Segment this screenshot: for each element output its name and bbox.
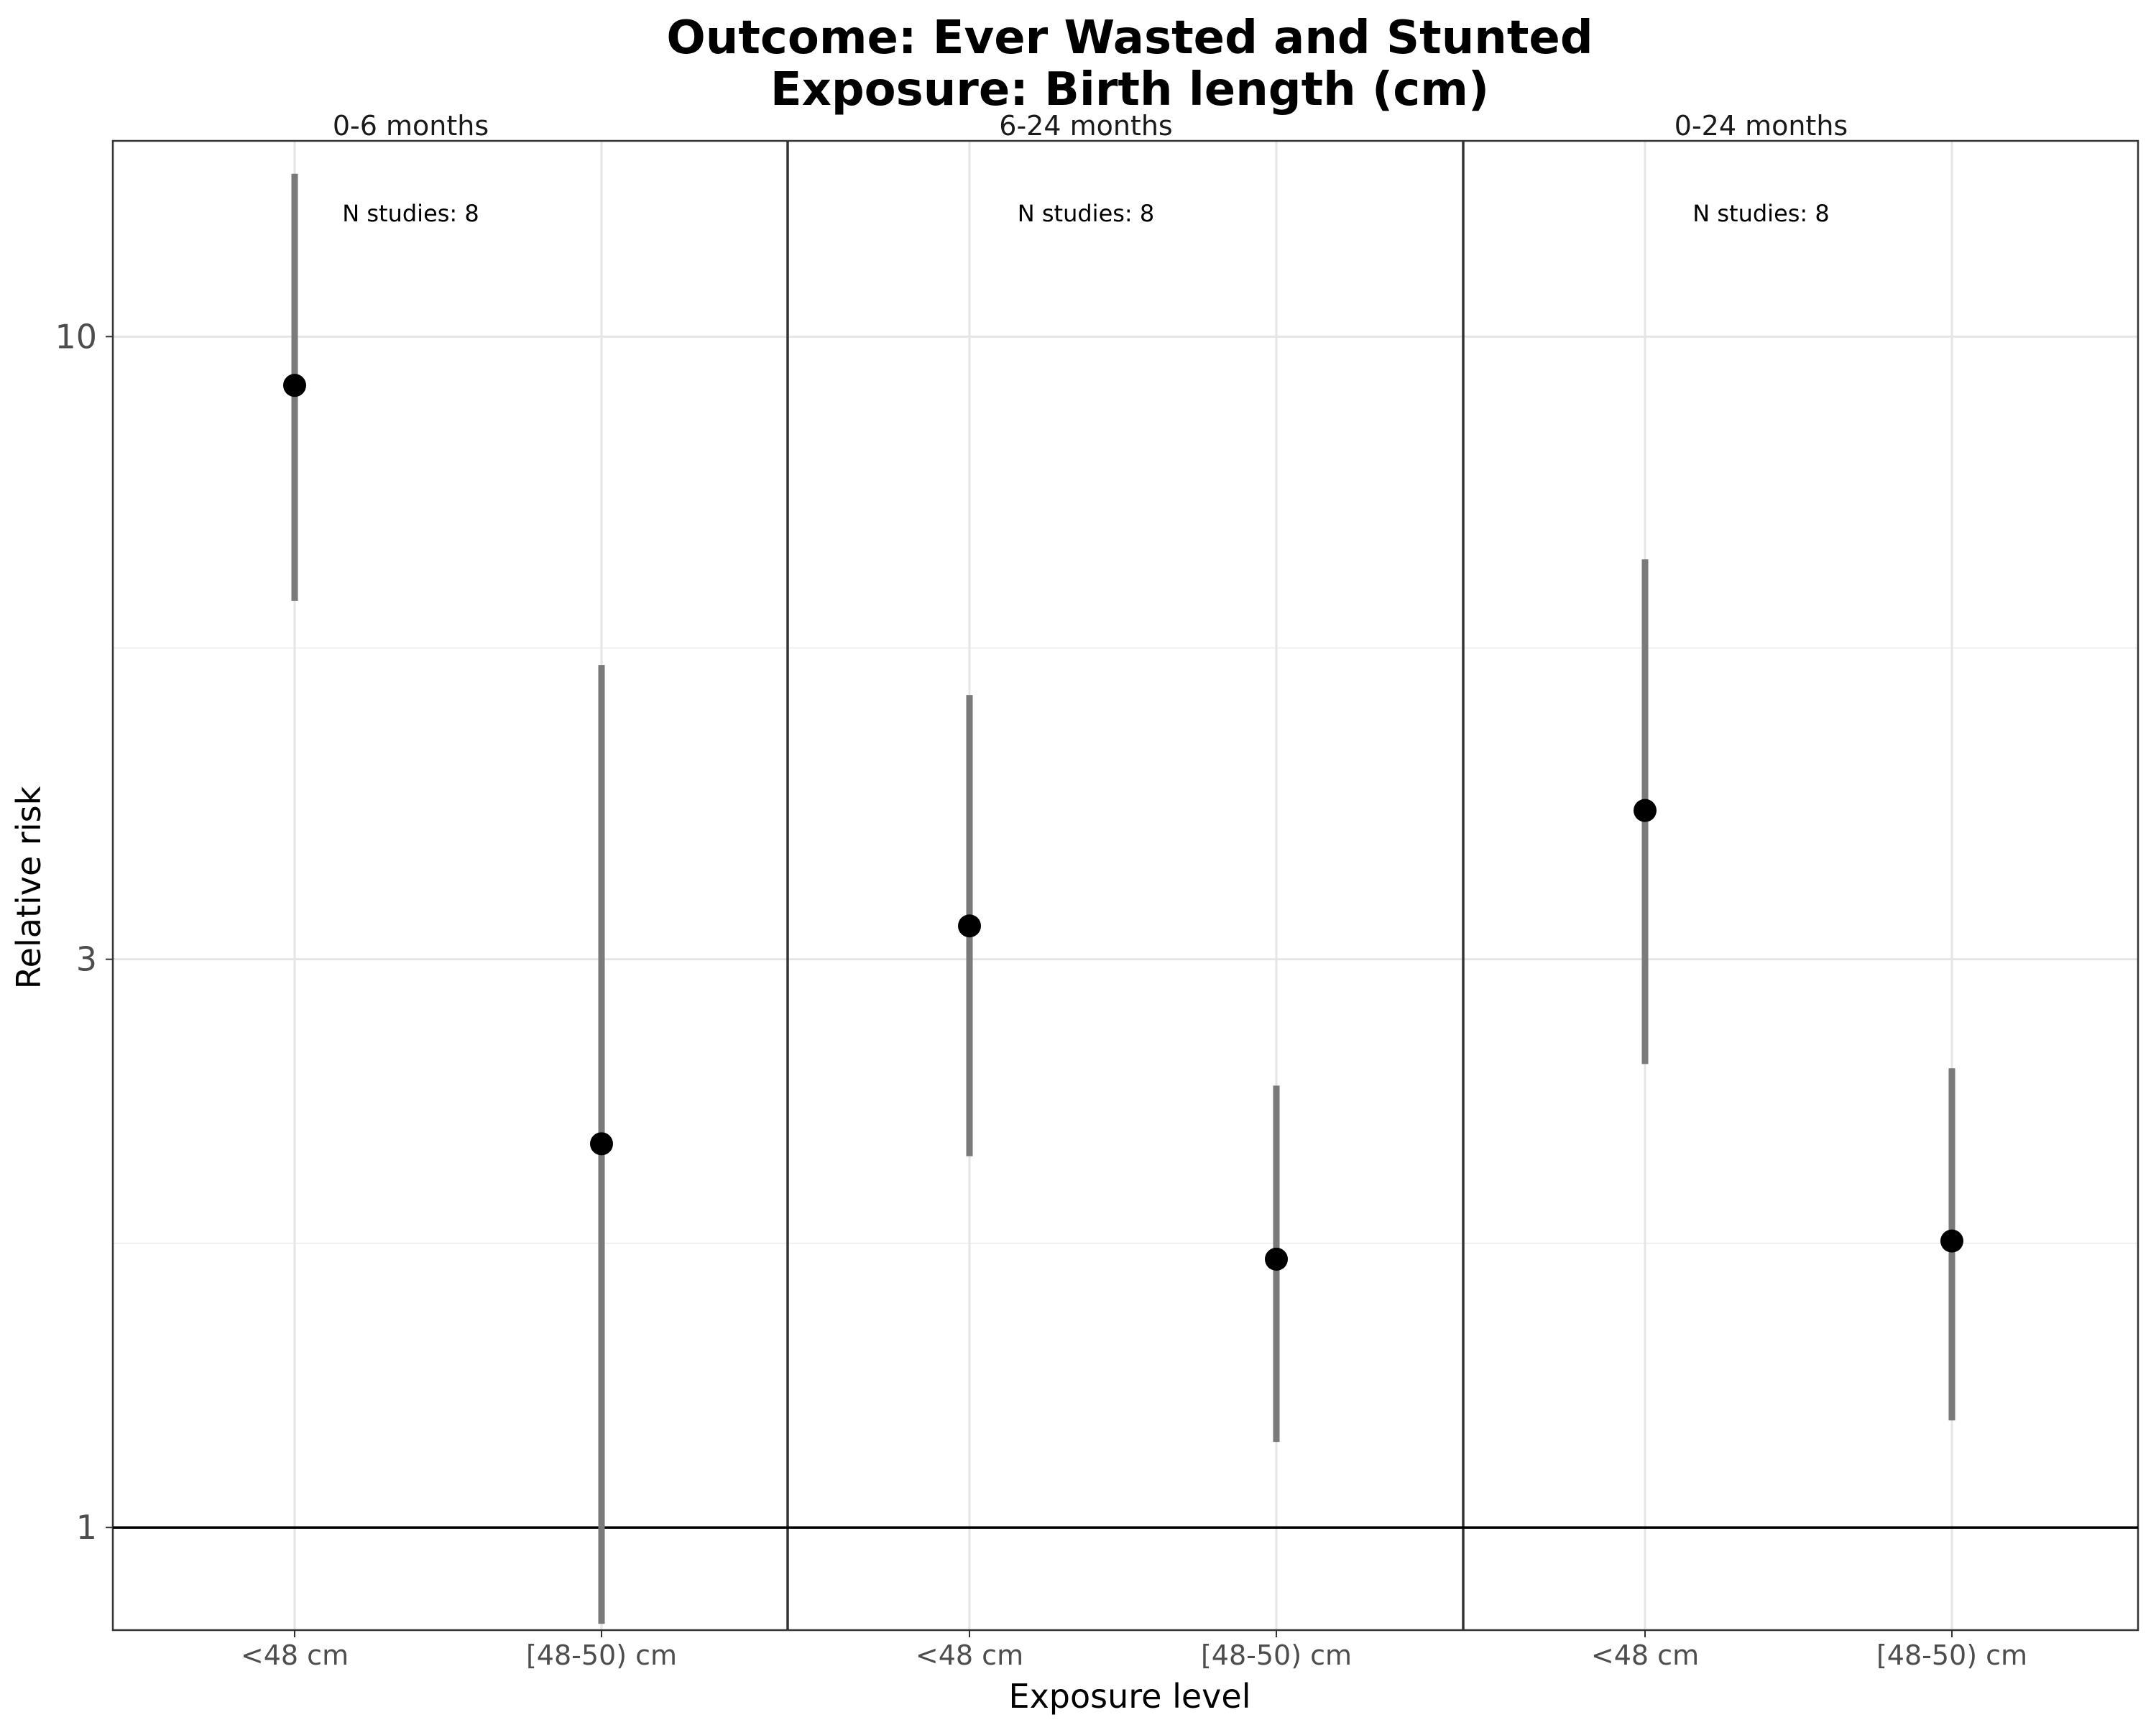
point-estimate — [283, 374, 306, 397]
y-axis-title: Relative risk — [9, 786, 48, 989]
y-tick-label: 3 — [76, 940, 97, 979]
point-estimate — [1265, 1247, 1288, 1271]
panel-label: 0-6 months — [333, 110, 489, 142]
x-tick-label: [48-50) cm — [526, 1639, 677, 1671]
x-tick-label: <48 cm — [1591, 1639, 1699, 1671]
x-tick-label: [48-50) cm — [1876, 1639, 2027, 1671]
x-tick-label: [48-50) cm — [1201, 1639, 1352, 1671]
axes: <48 cm [48-50) cm <48 cm [48-50) cm <48 cm [4… — [55, 317, 2027, 1671]
point-estimate — [958, 914, 981, 938]
x-tick-label: <48 cm — [241, 1639, 349, 1671]
point-estimate — [590, 1132, 613, 1156]
n-studies-label: N studies: 8 — [1018, 200, 1154, 227]
n-studies-label: N studies: 8 — [1692, 200, 1829, 227]
plot-border — [111, 139, 2139, 1632]
chart-title-line-2: Exposure: Birth length (cm) — [770, 63, 1489, 116]
panel-label: 6-24 months — [999, 110, 1172, 142]
x-tick-label: <48 cm — [916, 1639, 1023, 1671]
n-studies-label: N studies: 8 — [342, 200, 479, 227]
data-marks — [113, 173, 2138, 1624]
x-axis-title: Exposure level — [1009, 1677, 1251, 1716]
point-estimate — [1940, 1229, 1963, 1253]
chart-title-line-1: Outcome: Ever Wasted and Stunted — [666, 12, 1593, 65]
y-tick-label: 1 — [76, 1508, 97, 1547]
point-estimate — [1634, 799, 1657, 822]
panel-label: 0-24 months — [1674, 110, 1848, 142]
facet-panels: 0-6 months N studies: 8 6-24 months N studi… — [111, 110, 2139, 1632]
y-tick-label: 10 — [55, 317, 97, 356]
